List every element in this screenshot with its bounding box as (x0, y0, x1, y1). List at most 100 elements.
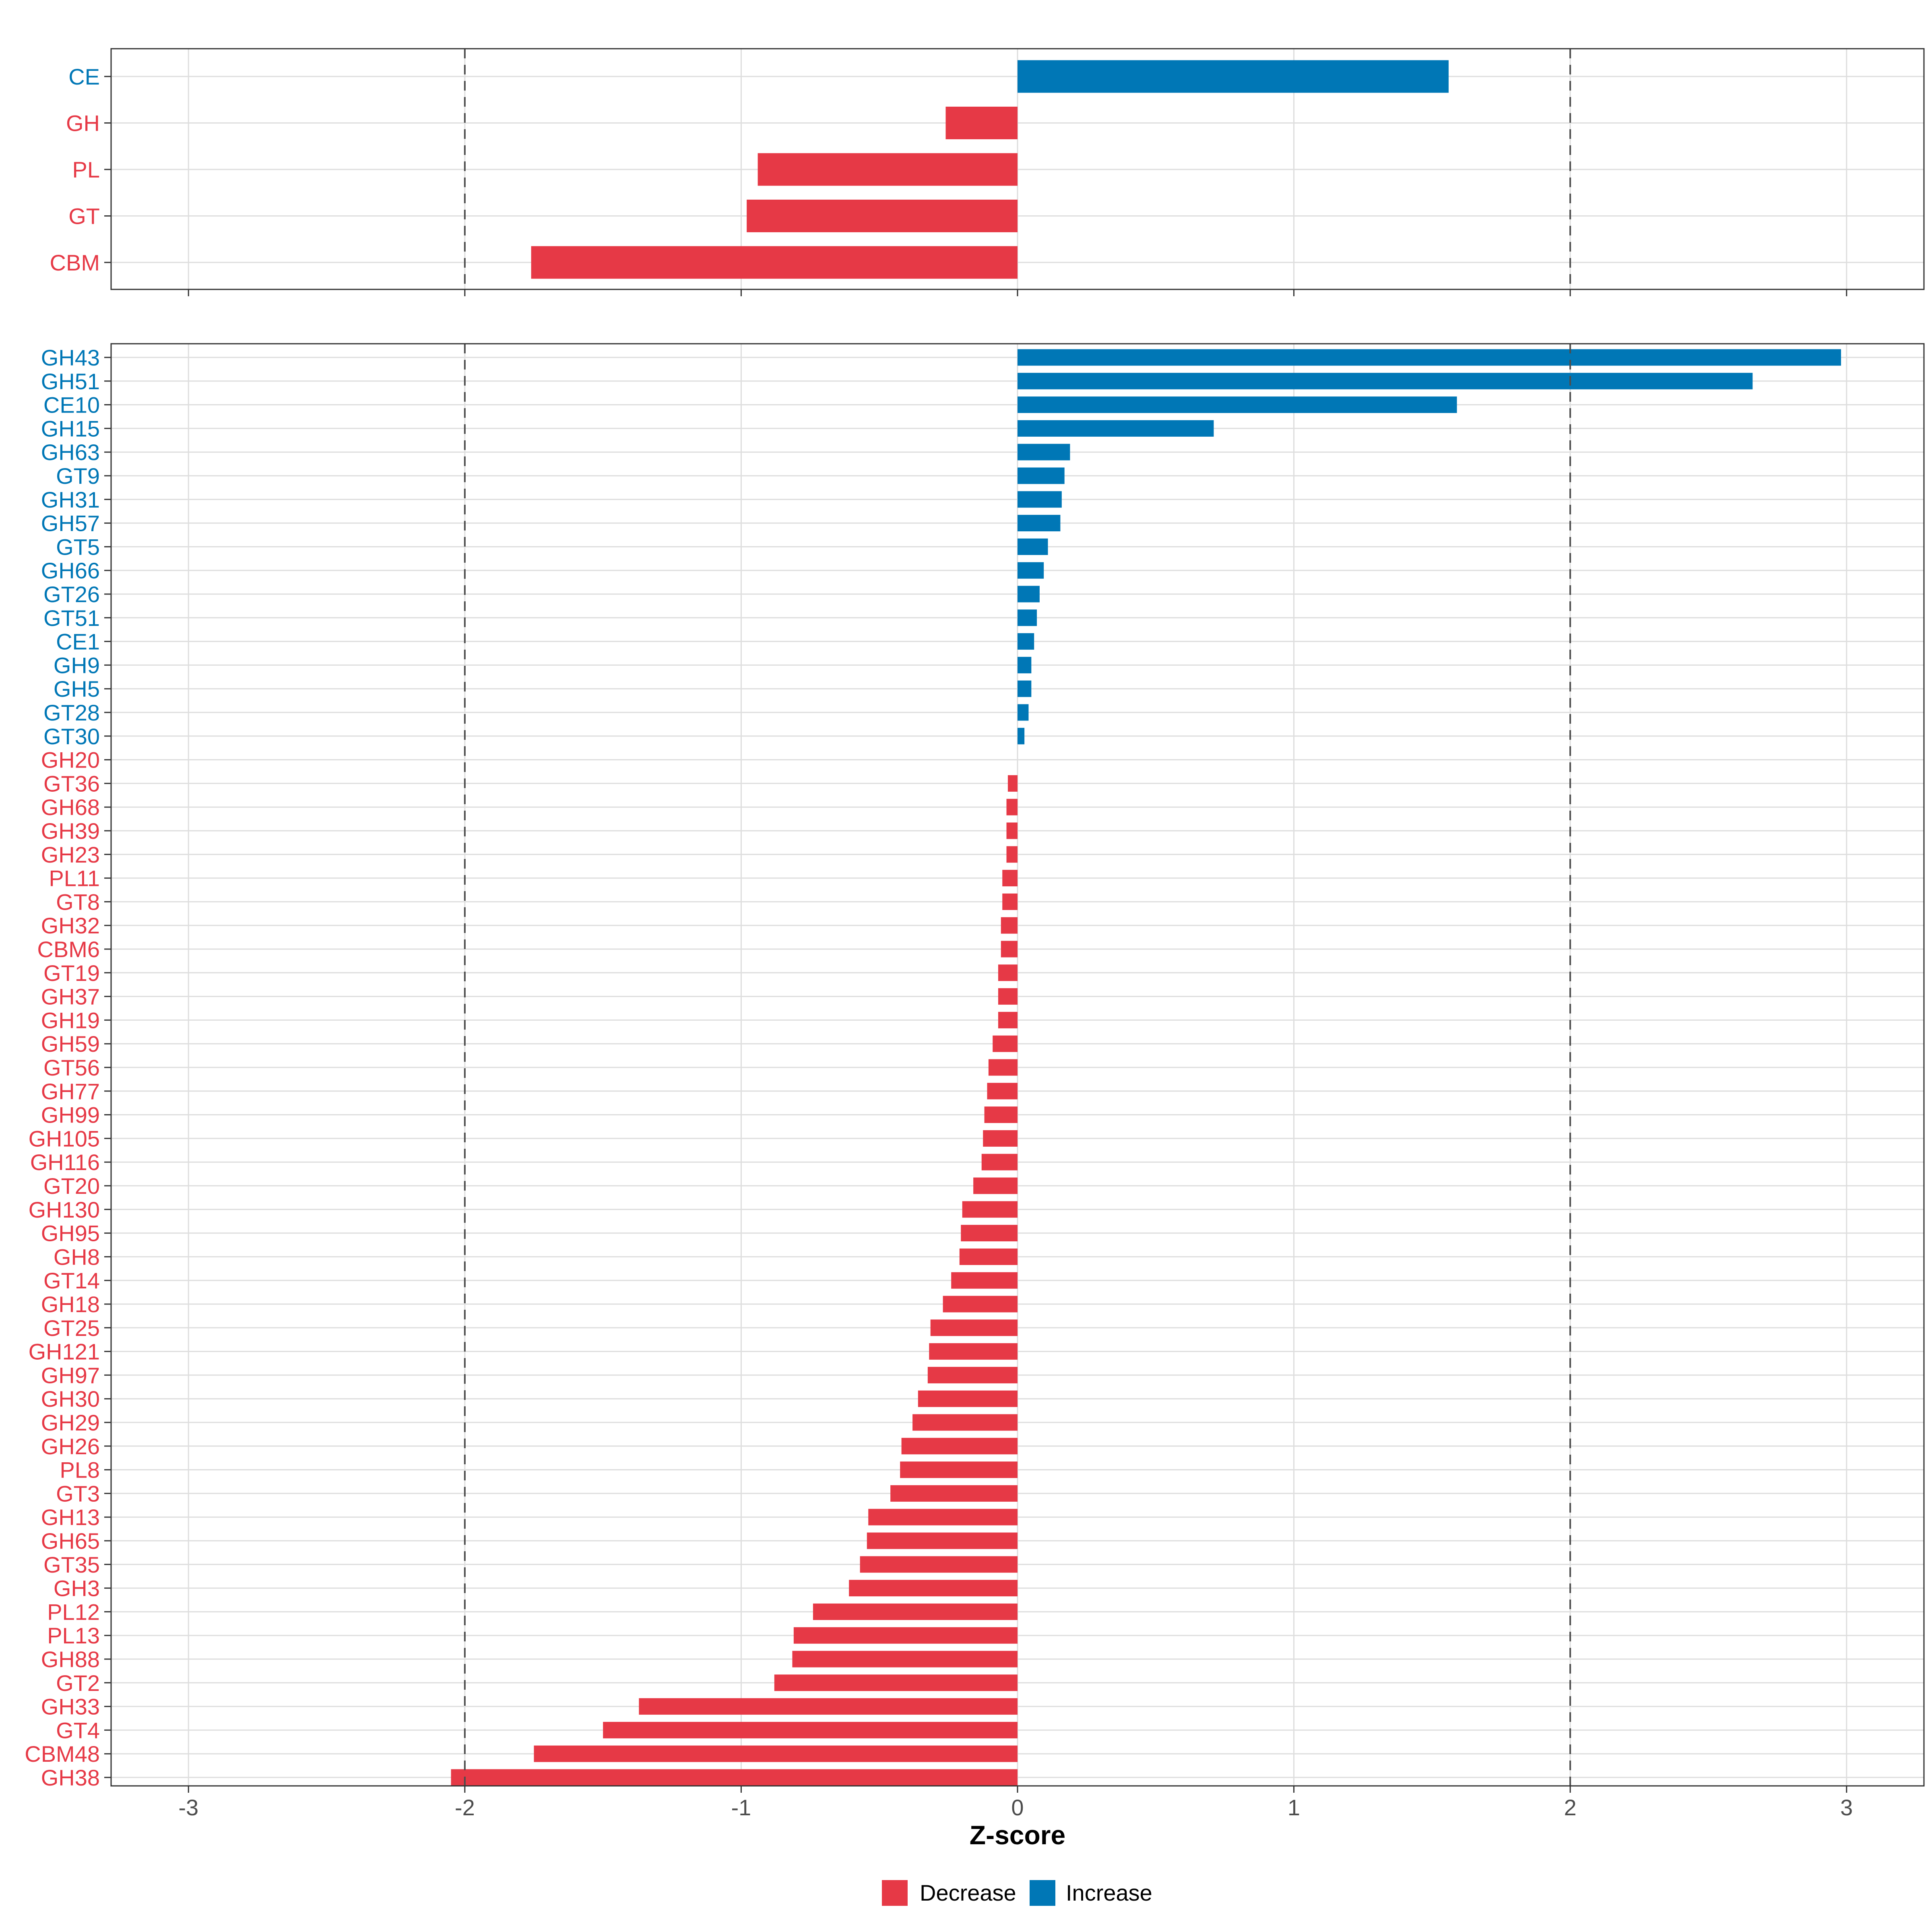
bar-cbm48 (534, 1745, 1018, 1762)
category-label: GH59 (41, 1031, 100, 1057)
category-label: GH32 (41, 913, 100, 938)
category-label: GT26 (43, 582, 100, 607)
category-label: GH8 (54, 1244, 100, 1269)
category-label: GH31 (41, 487, 100, 512)
category-label: GT (68, 204, 100, 229)
category-label: GH68 (41, 795, 100, 820)
bar-cbm (531, 246, 1018, 279)
x-tick-label: -3 (178, 1795, 198, 1820)
bar-gt9 (1018, 467, 1065, 484)
bar-gh30 (918, 1390, 1018, 1407)
bar-gh130 (962, 1201, 1018, 1218)
category-label: GH97 (41, 1362, 100, 1388)
category-label: GH88 (41, 1647, 100, 1672)
bar-gh29 (912, 1414, 1018, 1431)
x-axis-title: Z-score (970, 1820, 1065, 1850)
bar-gh3 (849, 1580, 1018, 1597)
bar-gh95 (961, 1225, 1018, 1242)
category-label: GT28 (43, 700, 100, 725)
legend-swatch-decrease (882, 1880, 908, 1906)
bar-gh8 (959, 1248, 1018, 1265)
category-label: GH19 (41, 1007, 100, 1033)
bar-gh32 (1001, 917, 1018, 934)
category-label: GH37 (41, 984, 100, 1009)
category-label: GH13 (41, 1505, 100, 1530)
bar-gh9 (1018, 656, 1032, 673)
bar-gh37 (998, 988, 1018, 1005)
x-tick-label: 1 (1288, 1795, 1300, 1820)
bar-gh51 (1018, 373, 1753, 390)
bar-pl (758, 153, 1018, 186)
bar-gh68 (1006, 799, 1018, 815)
category-label: GH39 (41, 818, 100, 844)
category-label: GT35 (43, 1552, 100, 1577)
bar-gh23 (1006, 846, 1018, 863)
category-label: PL8 (60, 1457, 100, 1483)
bar-ce (1018, 60, 1449, 93)
bar-gt4 (603, 1721, 1018, 1738)
category-label: GH3 (54, 1576, 100, 1601)
category-label: GH15 (41, 416, 100, 441)
category-label: GH18 (41, 1292, 100, 1317)
bar-gh66 (1018, 562, 1044, 579)
category-label: GH105 (29, 1126, 100, 1151)
category-label: GT51 (43, 605, 100, 631)
category-label: GH29 (41, 1410, 100, 1435)
panel-border (110, 48, 1925, 290)
category-label: GH38 (41, 1765, 100, 1790)
bar-gh105 (983, 1130, 1018, 1147)
category-label: GT4 (56, 1717, 100, 1743)
category-label: GT30 (43, 724, 100, 749)
bar-gh65 (867, 1532, 1018, 1549)
bar-gt14 (951, 1272, 1018, 1289)
bar-gt (747, 200, 1018, 232)
category-label: GT3 (56, 1481, 100, 1506)
category-label: GH99 (41, 1102, 100, 1128)
bar-gt30 (1018, 728, 1025, 745)
category-label: GH30 (41, 1386, 100, 1412)
bar-gh88 (792, 1651, 1018, 1668)
category-label: PL (72, 157, 100, 182)
bar-gt5 (1018, 538, 1048, 555)
bar-gh26 (901, 1438, 1018, 1455)
category-label: GH43 (41, 345, 100, 370)
bar-gh33 (639, 1698, 1018, 1715)
category-label: GH51 (41, 369, 100, 394)
bar-ce10 (1018, 396, 1457, 413)
category-label: GH77 (41, 1079, 100, 1104)
bar-pl13 (793, 1627, 1018, 1644)
category-label: CE (68, 64, 100, 89)
panel-border (110, 343, 1925, 1787)
category-label: CE1 (56, 629, 100, 654)
category-label: GH (66, 111, 100, 136)
bar-gh15 (1018, 420, 1214, 437)
bar-ce1 (1018, 633, 1034, 650)
bar-gt19 (998, 964, 1018, 981)
x-tick-label: 2 (1564, 1795, 1577, 1820)
bar-gt35 (860, 1556, 1018, 1573)
category-label: GH63 (41, 440, 100, 465)
category-label: GT20 (43, 1173, 100, 1199)
category-label: GT25 (43, 1315, 100, 1341)
bar-gh (945, 107, 1018, 139)
category-label: GH95 (41, 1221, 100, 1246)
category-label: PL11 (49, 866, 100, 891)
category-label: PL12 (47, 1599, 100, 1624)
x-tick-label: 3 (1840, 1795, 1853, 1820)
bar-gh39 (1006, 822, 1018, 839)
legend-label-decrease: Decrease (920, 1880, 1016, 1905)
bar-gt8 (1002, 893, 1018, 910)
bar-pl8 (900, 1461, 1018, 1478)
bar-gt56 (988, 1059, 1018, 1076)
bar-gh18 (943, 1296, 1018, 1313)
category-label: GH5 (54, 676, 100, 702)
bar-gh121 (929, 1343, 1018, 1360)
bar-gh63 (1018, 444, 1070, 460)
category-label: GT56 (43, 1055, 100, 1080)
category-label: GH130 (29, 1197, 100, 1222)
category-label: CBM48 (25, 1741, 100, 1767)
bar-gh13 (868, 1509, 1018, 1525)
bar-gt36 (1007, 775, 1018, 792)
